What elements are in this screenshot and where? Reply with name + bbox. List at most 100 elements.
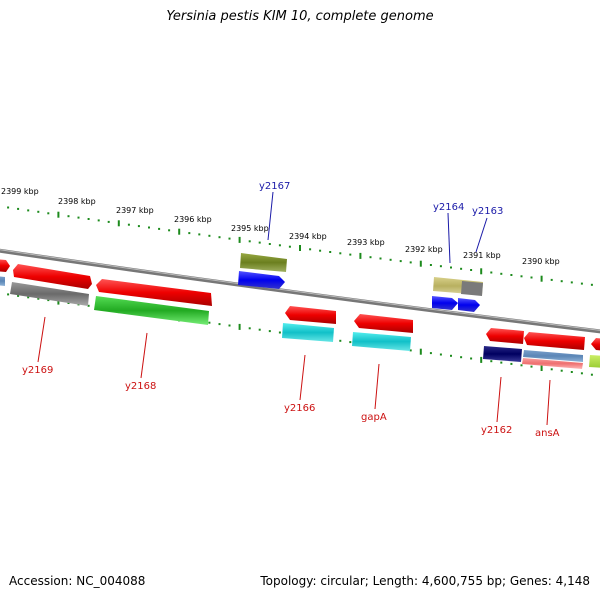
scale-label: 2399 kbp bbox=[1, 187, 39, 196]
gene-labels-top: y2167 y2164 y2163 bbox=[259, 181, 503, 217]
scale-tick-major bbox=[117, 220, 120, 227]
scale-tick-minor bbox=[520, 275, 523, 278]
scale-tick-minor bbox=[47, 212, 50, 215]
scale-tick-minor bbox=[278, 244, 281, 247]
gene-feature[interactable] bbox=[285, 306, 336, 324]
scale-tick-minor bbox=[570, 281, 573, 284]
gene-label[interactable]: ansA bbox=[535, 428, 560, 439]
scale-tick-minor bbox=[278, 331, 281, 334]
scale-label: 2392 kbp bbox=[405, 245, 443, 254]
scale-tick-minor bbox=[47, 299, 50, 302]
scale-tick-minor bbox=[218, 323, 221, 326]
gene-feature[interactable] bbox=[0, 276, 5, 286]
scale-tick-minor bbox=[389, 258, 392, 261]
scale-tick-minor bbox=[329, 251, 332, 253]
scale-tick-minor bbox=[530, 276, 533, 279]
scale-tick-minor bbox=[77, 216, 80, 219]
scale-ticks-outer bbox=[7, 206, 593, 286]
gene-label[interactable]: y2169 bbox=[22, 365, 53, 376]
scale-tick-minor bbox=[580, 372, 583, 375]
gene-feature[interactable] bbox=[96, 279, 212, 306]
scale-tick-minor bbox=[500, 361, 503, 364]
scale-tick-minor bbox=[258, 241, 261, 244]
gene-label[interactable]: y2163 bbox=[472, 206, 503, 217]
genome-backbone-highlight bbox=[0, 249, 600, 331]
scale-label: 2390 kbp bbox=[522, 257, 560, 266]
gene-label[interactable]: y2167 bbox=[259, 181, 290, 192]
gene-feature[interactable] bbox=[10, 282, 89, 306]
gene-feature[interactable] bbox=[0, 259, 10, 272]
scale-tick-minor bbox=[510, 274, 513, 276]
gene-feature[interactable] bbox=[461, 281, 483, 296]
scale-tick-minor bbox=[288, 245, 291, 248]
scale-tick-minor bbox=[429, 352, 432, 355]
gene-feature[interactable] bbox=[352, 332, 411, 351]
scale-tick-minor bbox=[67, 215, 70, 218]
scale-tick-minor bbox=[218, 236, 221, 239]
scale-tick-minor bbox=[228, 237, 231, 240]
scale-tick-minor bbox=[409, 349, 412, 352]
scale-tick-major bbox=[178, 228, 181, 235]
scale-tick-minor bbox=[550, 368, 553, 371]
scale-tick-minor bbox=[409, 261, 412, 264]
scale-tick-minor bbox=[500, 272, 503, 275]
gene-label[interactable]: gapA bbox=[361, 412, 387, 423]
scale-label: 2391 kbp bbox=[463, 251, 501, 260]
scale-tick-minor bbox=[369, 256, 372, 259]
scale-tick-minor bbox=[37, 210, 40, 213]
scale-tick-minor bbox=[27, 296, 30, 299]
genome-backbone bbox=[0, 248, 600, 334]
scale-tick-minor bbox=[309, 248, 312, 251]
gene-label[interactable]: y2164 bbox=[433, 202, 464, 213]
scale-tick-minor bbox=[137, 225, 140, 228]
scale-tick-minor bbox=[208, 321, 211, 324]
scale-tick-minor bbox=[439, 353, 442, 356]
gene-feature[interactable] bbox=[94, 296, 209, 325]
scale-tick-minor bbox=[429, 264, 432, 266]
gene-feature[interactable] bbox=[282, 323, 334, 342]
scale-tick-minor bbox=[268, 330, 271, 333]
scale-tick-minor bbox=[87, 304, 90, 307]
scale-tick-minor bbox=[460, 267, 463, 270]
scale-tick-minor bbox=[208, 234, 211, 237]
gene-feature[interactable] bbox=[432, 296, 458, 310]
gene-feature[interactable] bbox=[238, 271, 285, 289]
scale-label: 2396 kbp bbox=[174, 215, 212, 224]
scale-tick-major bbox=[299, 245, 301, 251]
scale-tick-minor bbox=[248, 327, 251, 330]
scale-tick-major bbox=[480, 268, 483, 275]
gene-feature[interactable] bbox=[240, 253, 287, 272]
gene-feature[interactable] bbox=[486, 328, 524, 344]
scale-tick-major bbox=[540, 365, 543, 371]
scale-tick-minor bbox=[450, 354, 452, 357]
scale-tick-major bbox=[480, 356, 483, 363]
scale-tick-minor bbox=[7, 293, 10, 296]
gene-feature[interactable] bbox=[354, 314, 413, 333]
gene-feature[interactable] bbox=[591, 338, 600, 351]
gene-label[interactable]: y2168 bbox=[125, 381, 156, 392]
scale-tick-major bbox=[57, 298, 60, 305]
scale-tick-minor bbox=[97, 219, 100, 222]
leader-lines bbox=[37, 191, 551, 426]
scale-tick-minor bbox=[268, 243, 271, 245]
scale-label: 2394 kbp bbox=[289, 232, 327, 241]
scale-label: 2393 kbp bbox=[347, 238, 385, 247]
scale-tick-minor bbox=[470, 269, 473, 271]
gene-feature[interactable] bbox=[13, 264, 92, 289]
scale-tick-minor bbox=[339, 252, 342, 255]
gene-feature[interactable] bbox=[458, 298, 480, 312]
gene-label[interactable]: y2166 bbox=[284, 403, 315, 414]
scale-tick-minor bbox=[7, 206, 10, 209]
scale-tick-minor bbox=[349, 253, 352, 256]
gene-feature[interactable] bbox=[522, 358, 583, 369]
scale-tick-minor bbox=[590, 373, 593, 376]
gene-feature[interactable] bbox=[483, 346, 522, 362]
gene-feature[interactable] bbox=[524, 332, 585, 350]
gene-label[interactable]: y2162 bbox=[481, 425, 512, 436]
scale-tick-minor bbox=[510, 362, 513, 365]
scale-tick-minor bbox=[460, 356, 463, 359]
gene-feature[interactable] bbox=[589, 355, 600, 368]
gene-feature[interactable] bbox=[523, 350, 583, 362]
scale-tick-minor bbox=[560, 369, 563, 372]
